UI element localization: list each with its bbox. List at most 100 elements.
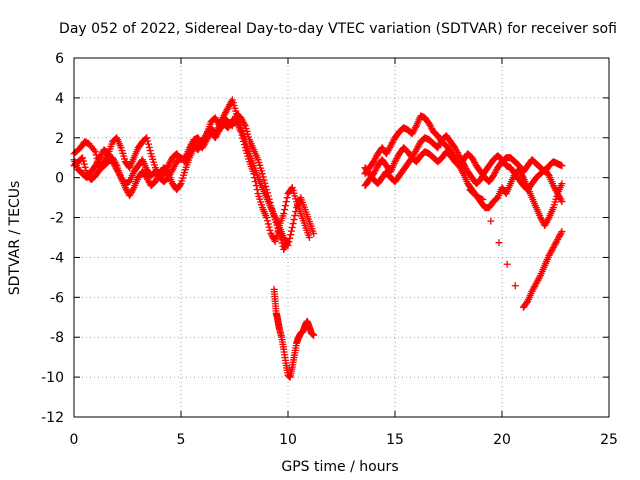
data-point	[263, 217, 271, 225]
data-point	[280, 210, 288, 218]
data-point	[265, 195, 273, 203]
series-ramp-segment	[466, 186, 566, 311]
data-point	[262, 182, 270, 190]
data-point	[143, 134, 151, 142]
data-point	[544, 215, 552, 223]
data-point	[146, 147, 154, 155]
data-point	[276, 233, 284, 241]
data-point	[277, 236, 285, 244]
data-point	[287, 227, 295, 235]
series-trace-6	[361, 148, 566, 188]
data-point	[144, 137, 152, 145]
x-axis-label: GPS time / hours	[281, 459, 398, 475]
data-point	[79, 154, 87, 162]
data-point	[557, 229, 565, 237]
data-point	[281, 202, 289, 210]
data-point	[239, 134, 247, 142]
data-point	[283, 239, 291, 247]
y-tick-label: -8	[50, 330, 64, 346]
plot-frame	[73, 57, 610, 418]
data-point	[266, 226, 274, 234]
x-tick-label: 15	[386, 432, 404, 448]
data-point	[310, 230, 318, 238]
data-point	[558, 198, 566, 206]
data-point	[487, 217, 495, 225]
y-tick-label: 2	[55, 131, 64, 147]
data-point	[261, 179, 269, 187]
data-point	[129, 185, 137, 193]
data-point	[252, 182, 260, 190]
y-tick-label: -10	[41, 370, 64, 386]
data-point	[536, 273, 544, 281]
data-point	[238, 131, 246, 139]
data-point	[272, 234, 280, 242]
data-point	[80, 160, 88, 168]
data-point	[283, 194, 291, 202]
data-point	[263, 189, 271, 197]
data-point	[412, 123, 420, 131]
data-point	[558, 180, 566, 188]
data-point	[91, 148, 99, 156]
data-point	[260, 176, 268, 184]
data-point	[145, 143, 153, 151]
y-tick-label: -12	[41, 410, 64, 426]
data-point	[239, 137, 247, 145]
data-point	[265, 223, 273, 231]
chart-title: Day 052 of 2022, Sidereal Day-to-day VTE…	[59, 21, 617, 37]
data-point	[240, 141, 248, 149]
data-point	[176, 181, 184, 189]
x-tick-label: 25	[600, 432, 618, 448]
data-point	[289, 220, 297, 228]
data-point	[511, 282, 519, 290]
data-point	[264, 192, 272, 200]
y-tick-label: -6	[50, 290, 64, 306]
data-point	[495, 239, 503, 247]
y-tick-label: 0	[55, 171, 64, 187]
data-point	[259, 173, 267, 181]
data-point	[290, 216, 298, 224]
y-tick-label: -4	[50, 250, 64, 266]
data-point	[266, 198, 274, 206]
x-tick-label: 10	[279, 432, 297, 448]
x-tick-label: 20	[493, 432, 511, 448]
data-point	[263, 186, 271, 194]
x-tick-label: 0	[70, 432, 79, 448]
y-tick-label: 4	[55, 91, 64, 107]
tick-layer: 0 5 10 15 20 25 -12 -10 -8 -6 -4 -2 0 2 4 6	[41, 51, 618, 448]
data-point	[250, 170, 258, 178]
data-point	[90, 146, 98, 154]
data-point	[557, 196, 565, 204]
data-point	[258, 170, 266, 178]
data-point	[271, 237, 279, 245]
data-point	[79, 157, 87, 165]
data-point	[253, 186, 261, 194]
data-point	[263, 214, 271, 222]
data-point	[558, 162, 566, 170]
data-point	[284, 237, 292, 245]
data-point	[503, 260, 511, 268]
data-point	[558, 228, 566, 236]
data-point	[287, 231, 295, 239]
data-point	[291, 212, 299, 220]
data-layer	[70, 96, 566, 381]
data-point	[282, 198, 290, 206]
y-tick-label: 6	[55, 51, 64, 67]
data-point	[144, 140, 152, 148]
series-dip-segment	[270, 285, 318, 381]
y-axis-label: SDTVAR / TECUs	[7, 181, 23, 296]
data-point	[81, 163, 89, 171]
data-point	[479, 196, 487, 204]
data-point	[281, 206, 289, 214]
data-point	[82, 166, 90, 174]
series-trace-3	[70, 110, 292, 253]
data-point	[264, 220, 272, 228]
data-point	[275, 230, 283, 238]
y-tick-label: -2	[50, 211, 64, 227]
data-point	[305, 234, 313, 241]
data-point	[237, 128, 245, 136]
data-point	[251, 178, 259, 186]
data-point	[251, 174, 259, 182]
x-tick-label: 5	[177, 432, 186, 448]
